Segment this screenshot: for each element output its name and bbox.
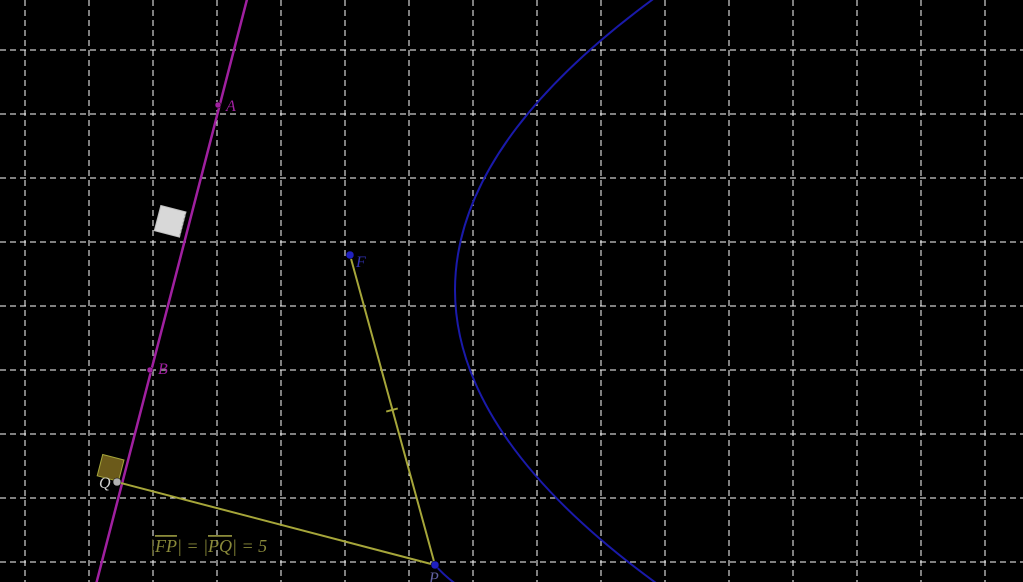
point-A[interactable] <box>215 102 221 108</box>
point-label-Q: Q <box>99 475 111 492</box>
point-label-F: F <box>355 254 366 271</box>
point-Q[interactable] <box>113 478 121 486</box>
equation-text: |FP| = |PQ| = 5 <box>150 536 267 556</box>
geometry-canvas[interactable]: A B F P Q |FP| = |PQ| = 5 <box>0 0 1023 582</box>
point-P[interactable] <box>431 561 439 569</box>
point-label-A: A <box>225 98 236 115</box>
point-B[interactable] <box>147 367 153 373</box>
point-F[interactable] <box>346 251 354 259</box>
point-label-P: P <box>428 570 439 582</box>
point-label-B: B <box>158 361 168 378</box>
